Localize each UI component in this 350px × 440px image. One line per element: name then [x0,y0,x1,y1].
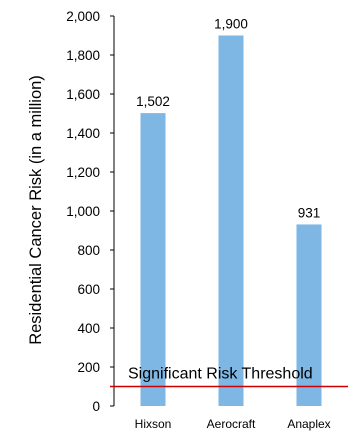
y-tick-label: 1,600 [66,87,100,102]
bar-value-label: 1,900 [214,17,248,32]
bars: 1,502 1,900 931 [136,17,322,407]
threshold-label: Significant Risk Threshold [128,366,313,383]
y-tick-label: 0 [92,399,100,414]
bar [140,113,166,407]
y-tick-label: 1,000 [66,204,100,219]
y-axis-title: Residential Cancer Risk (in a million) [27,75,45,345]
y-tick-label: 1,400 [66,126,100,141]
y-axis-ticks: 0 200 400 600 800 1,000 1,200 1,400 1,600 1,800 2,… [66,9,114,414]
y-tick-label: 2,000 [66,9,100,24]
y-tick-label: 1,800 [66,48,100,63]
x-tick-label: Aerocraft [207,417,256,431]
bar-value-label: 1,502 [136,94,170,109]
bar [218,35,244,406]
x-axis-labels: Hixson Aerocraft Anaplex [135,417,331,431]
y-tick-label: 400 [77,321,100,336]
y-tick-label: 200 [77,360,100,375]
bar [296,224,322,406]
y-tick-label: 600 [77,282,100,297]
bar-value-label: 931 [298,205,321,220]
y-tick-label: 1,200 [66,165,100,180]
x-tick-label: Anaplex [287,417,330,431]
y-tick-label: 800 [77,243,100,258]
threshold: Significant Risk Threshold [110,366,348,388]
x-tick-label: Hixson [135,417,172,431]
